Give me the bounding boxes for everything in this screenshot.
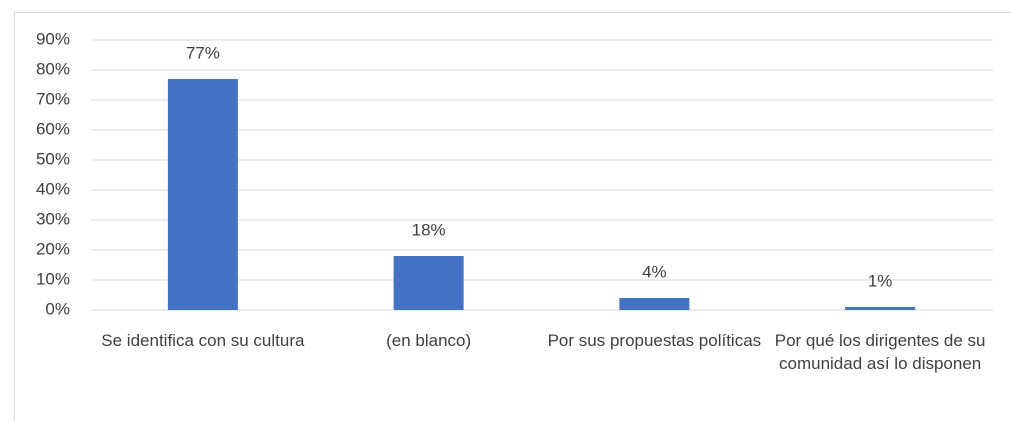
- y-tick-label: 50%: [36, 149, 70, 168]
- y-tick-label: 20%: [36, 239, 70, 258]
- y-tick-label: 70%: [36, 89, 70, 108]
- value-label: 4%: [642, 262, 667, 281]
- bar: [845, 307, 916, 310]
- y-tick-label: 0%: [45, 299, 70, 318]
- chart-border: [14, 12, 1011, 421]
- x-tick-label: Por qué los dirigentes de su comunidad a…: [774, 331, 986, 373]
- y-tick-label: 10%: [36, 269, 70, 288]
- value-label: 1%: [868, 271, 893, 290]
- value-label: 18%: [412, 220, 446, 239]
- bar: [393, 256, 464, 310]
- y-tick-label: 60%: [36, 119, 70, 138]
- bar: [619, 298, 690, 310]
- y-tick-label: 80%: [36, 59, 70, 78]
- y-tick-label: 90%: [36, 29, 70, 48]
- x-tick-label: Se identifica con su cultura: [101, 331, 305, 350]
- y-tick-label: 40%: [36, 179, 70, 198]
- bar: [167, 79, 238, 310]
- x-tick-label: Por sus propuestas políticas: [547, 331, 762, 350]
- y-tick-label: 30%: [36, 209, 70, 228]
- value-label: 77%: [186, 43, 220, 62]
- x-tick-label: (en blanco): [386, 331, 472, 350]
